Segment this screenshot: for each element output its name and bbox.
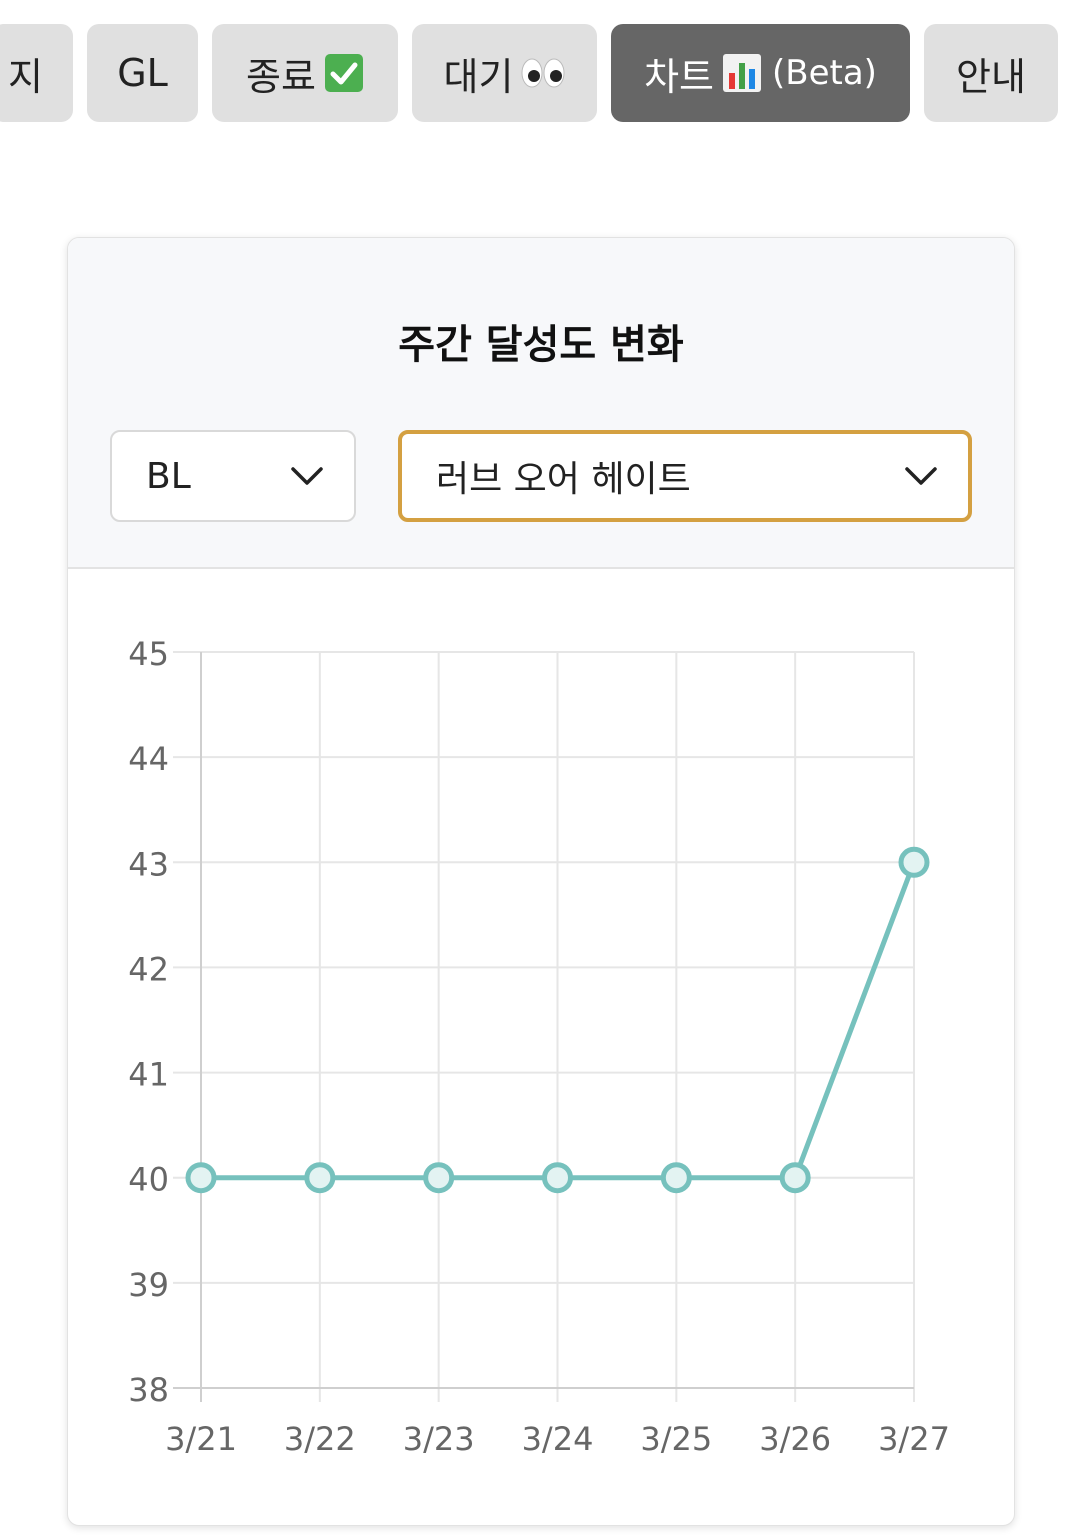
x-tick-label: 3/25 (640, 1420, 712, 1458)
x-tick-label: 3/21 (165, 1420, 237, 1458)
y-tick-label: 39 (128, 1266, 169, 1304)
x-tick-label: 3/23 (403, 1420, 475, 1458)
y-tick-label: 38 (128, 1371, 169, 1409)
chart-area: 38 39 40 41 42 43 44 45 3/21 3/22 3/23 3/24 3/25 3/26… (68, 568, 1014, 1525)
chevron-down-icon (291, 467, 323, 485)
chart-title: 주간 달성도 변화 (398, 322, 684, 368)
tab-chart-label: 차트 (644, 54, 714, 99)
tab-guide[interactable]: 안내 (924, 24, 1058, 122)
tab-guide-label: 안내 (956, 54, 1026, 99)
chart-card: 주간 달성도 변화 BL 러브 오어 헤이트 38 39 40 41 42 43 44 45 3… (67, 237, 1015, 1526)
data-point (542, 1162, 573, 1194)
chevron-down-icon (905, 467, 937, 485)
tab-chart[interactable]: 차트 (Beta) (611, 24, 910, 122)
y-tick-label: 43 (128, 845, 169, 883)
x-tick-label: 3/22 (284, 1420, 356, 1458)
tab-chart-beta: (Beta) (771, 53, 877, 93)
title-select[interactable]: 러브 오어 헤이트 (398, 430, 972, 522)
title-select-value: 러브 오어 헤이트 (436, 459, 691, 500)
line-chart[interactable]: 38 39 40 41 42 43 44 45 3/21 3/22 3/23 3/24 3/25 3/26… (68, 568, 1014, 1525)
x-tick-label: 3/26 (759, 1420, 831, 1458)
chart-card-header: 주간 달성도 변화 BL 러브 오어 헤이트 (68, 238, 1014, 569)
category-select[interactable]: BL (110, 430, 356, 522)
y-tick-label: 44 (128, 740, 169, 778)
data-point (779, 1162, 811, 1194)
eyes-icon (521, 57, 565, 89)
data-point (185, 1162, 217, 1194)
tab-gl[interactable]: GL (87, 24, 198, 122)
x-tick-label: 3/24 (522, 1420, 594, 1458)
tab-gl-label: GL (117, 51, 168, 95)
y-tick-label: 42 (128, 950, 169, 988)
tab-completed[interactable]: 종료 (212, 24, 398, 122)
tab-waiting[interactable]: 대기 (412, 24, 597, 122)
tab-waiting-label: 대기 (443, 54, 514, 99)
tab-completed-label: 종료 (246, 54, 316, 99)
data-point (660, 1162, 692, 1194)
data-point (423, 1162, 455, 1194)
check-mark-icon (324, 53, 364, 93)
y-tick-label: 40 (128, 1161, 169, 1199)
x-tick-label: 3/27 (878, 1420, 950, 1458)
data-point (898, 846, 930, 878)
tab-partial[interactable]: 지 (0, 24, 73, 122)
y-tick-label: 41 (128, 1056, 169, 1094)
tab-partial-label: 지 (8, 54, 43, 99)
y-tick-label: 45 (128, 635, 169, 673)
bar-chart-icon (722, 53, 762, 93)
category-select-value: BL (146, 455, 191, 497)
data-point (304, 1162, 336, 1194)
